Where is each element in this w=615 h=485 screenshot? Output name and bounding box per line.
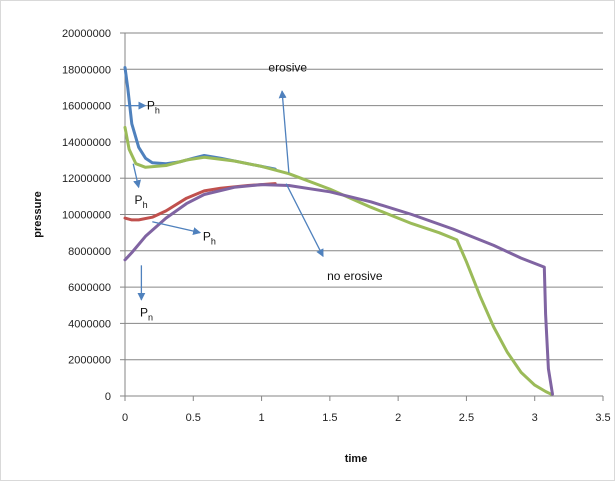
annotation-label: erosive: [268, 60, 307, 74]
y-tick-label: 8000000: [68, 246, 111, 258]
x-tick-label: 2.5: [459, 412, 474, 424]
annotation-label: Ph: [203, 229, 216, 246]
y-tick-label: 14000000: [62, 137, 111, 149]
annotation-text: P: [147, 99, 155, 113]
annotation-arrow: [132, 163, 141, 189]
annotation-subscript: h: [211, 236, 216, 246]
x-axis-title: time: [345, 453, 368, 465]
x-tick-label: 2: [395, 412, 401, 424]
annotation-text: no erosive: [327, 269, 383, 283]
y-tick-label: 12000000: [62, 173, 111, 185]
series-line-4: [123, 183, 554, 396]
annotation-arrow: [278, 90, 290, 173]
annotation-label: Ph: [147, 99, 160, 116]
annotation-text: P: [135, 193, 143, 207]
annotation-subscript: n: [148, 313, 153, 323]
y-axis-title: pressure: [32, 191, 44, 237]
annotation-text: erosive: [268, 60, 307, 74]
y-tick-label: 10000000: [62, 210, 111, 222]
series-line-3: [123, 125, 553, 396]
y-tick-label: 0: [105, 391, 111, 403]
axis-layer: 0200000040000006000000800000010000000120…: [62, 28, 611, 424]
grid-layer: [125, 32, 603, 361]
y-tick-label: 18000000: [62, 64, 111, 76]
y-tick-label: 6000000: [68, 282, 111, 294]
annotation-arrow: [285, 183, 324, 258]
annotation-arrow: [152, 221, 202, 235]
x-tick-label: 3.5: [595, 412, 610, 424]
annotation-label: Pn: [140, 306, 153, 323]
y-tick-label: 4000000: [68, 318, 111, 330]
series-layer: [123, 66, 554, 396]
y-tick-label: 16000000: [62, 101, 111, 113]
x-tick-label: 1.5: [322, 412, 337, 424]
x-tick-label: 1: [259, 412, 265, 424]
annotation-text: P: [140, 306, 148, 320]
annotation-label: no erosive: [327, 269, 383, 283]
annotation-subscript: h: [155, 106, 160, 116]
series-line-1: [123, 66, 277, 171]
annotation-label: Ph: [135, 193, 148, 210]
y-tick-label: 2000000: [68, 355, 111, 367]
x-tick-label: 0: [122, 412, 128, 424]
x-tick-label: 3: [532, 412, 538, 424]
annotation-subscript: h: [143, 200, 148, 210]
x-tick-label: 0.5: [186, 412, 201, 424]
y-tick-label: 20000000: [62, 28, 111, 40]
annotation-text: P: [203, 229, 211, 243]
